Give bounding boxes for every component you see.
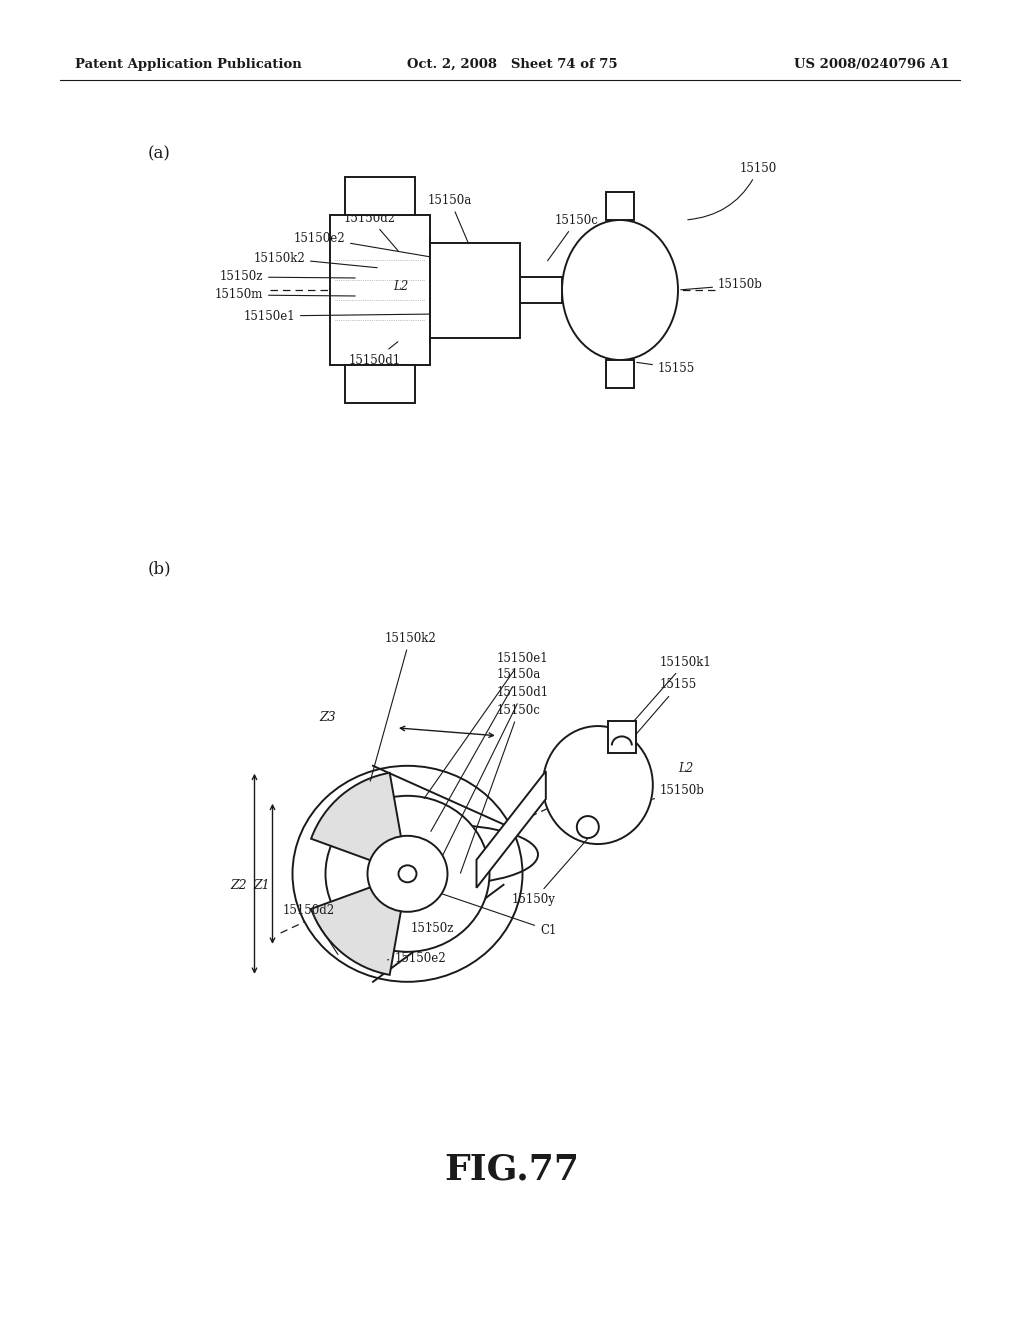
Text: 15150k2: 15150k2: [371, 631, 436, 781]
Text: 15150k1: 15150k1: [634, 656, 712, 721]
Text: 15150d2: 15150d2: [344, 211, 398, 251]
Ellipse shape: [562, 220, 678, 360]
Text: 15150e1: 15150e1: [424, 652, 549, 799]
Bar: [345, 177, 415, 215]
Text: 15150e2: 15150e2: [293, 231, 434, 257]
Text: Oct. 2, 2008   Sheet 74 of 75: Oct. 2, 2008 Sheet 74 of 75: [407, 58, 617, 71]
Text: 15155: 15155: [632, 678, 697, 739]
Text: 15150c: 15150c: [548, 214, 599, 261]
Text: Z2: Z2: [229, 879, 247, 892]
Text: (b): (b): [148, 560, 172, 577]
Ellipse shape: [293, 766, 522, 982]
Text: Z3: Z3: [319, 711, 336, 725]
Circle shape: [577, 816, 599, 838]
Text: 15150c: 15150c: [461, 704, 541, 874]
Text: FIG.77: FIG.77: [444, 1152, 580, 1187]
Text: 15150e2: 15150e2: [387, 952, 445, 965]
Text: 15150d1: 15150d1: [440, 685, 549, 859]
Text: L2: L2: [393, 280, 409, 293]
Text: 15150: 15150: [688, 161, 777, 219]
Bar: [520, 277, 562, 304]
Bar: [606, 360, 634, 388]
Text: 15150z: 15150z: [411, 921, 454, 935]
Wedge shape: [311, 874, 408, 975]
Text: 15150e1: 15150e1: [244, 309, 434, 322]
Text: 15150b: 15150b: [681, 279, 763, 292]
Text: L2: L2: [678, 762, 693, 775]
Text: Patent Application Publication: Patent Application Publication: [75, 58, 302, 71]
Text: 15150b: 15150b: [652, 784, 705, 799]
Text: C1: C1: [415, 884, 556, 936]
Text: 15150z: 15150z: [219, 271, 355, 284]
Bar: [430, 243, 520, 338]
Wedge shape: [311, 772, 408, 874]
Bar: [608, 722, 636, 754]
Text: 15150m: 15150m: [215, 289, 355, 301]
Ellipse shape: [368, 836, 447, 912]
Text: US 2008/0240796 A1: US 2008/0240796 A1: [795, 58, 950, 71]
Text: 15150y: 15150y: [512, 829, 596, 907]
Text: 15150k2: 15150k2: [253, 252, 377, 268]
Text: 15150a: 15150a: [431, 668, 542, 832]
Text: Z1: Z1: [253, 879, 269, 892]
Ellipse shape: [398, 866, 417, 882]
Bar: [606, 191, 634, 220]
Text: 15150d2: 15150d2: [283, 903, 338, 954]
Bar: [330, 215, 430, 366]
Text: 15150a: 15150a: [428, 194, 472, 244]
Ellipse shape: [326, 796, 489, 952]
Polygon shape: [476, 771, 546, 888]
Bar: [345, 366, 415, 403]
Ellipse shape: [543, 726, 653, 843]
Text: 15150d1: 15150d1: [349, 342, 401, 367]
Text: (a): (a): [148, 145, 171, 162]
Text: 15155: 15155: [637, 362, 695, 375]
